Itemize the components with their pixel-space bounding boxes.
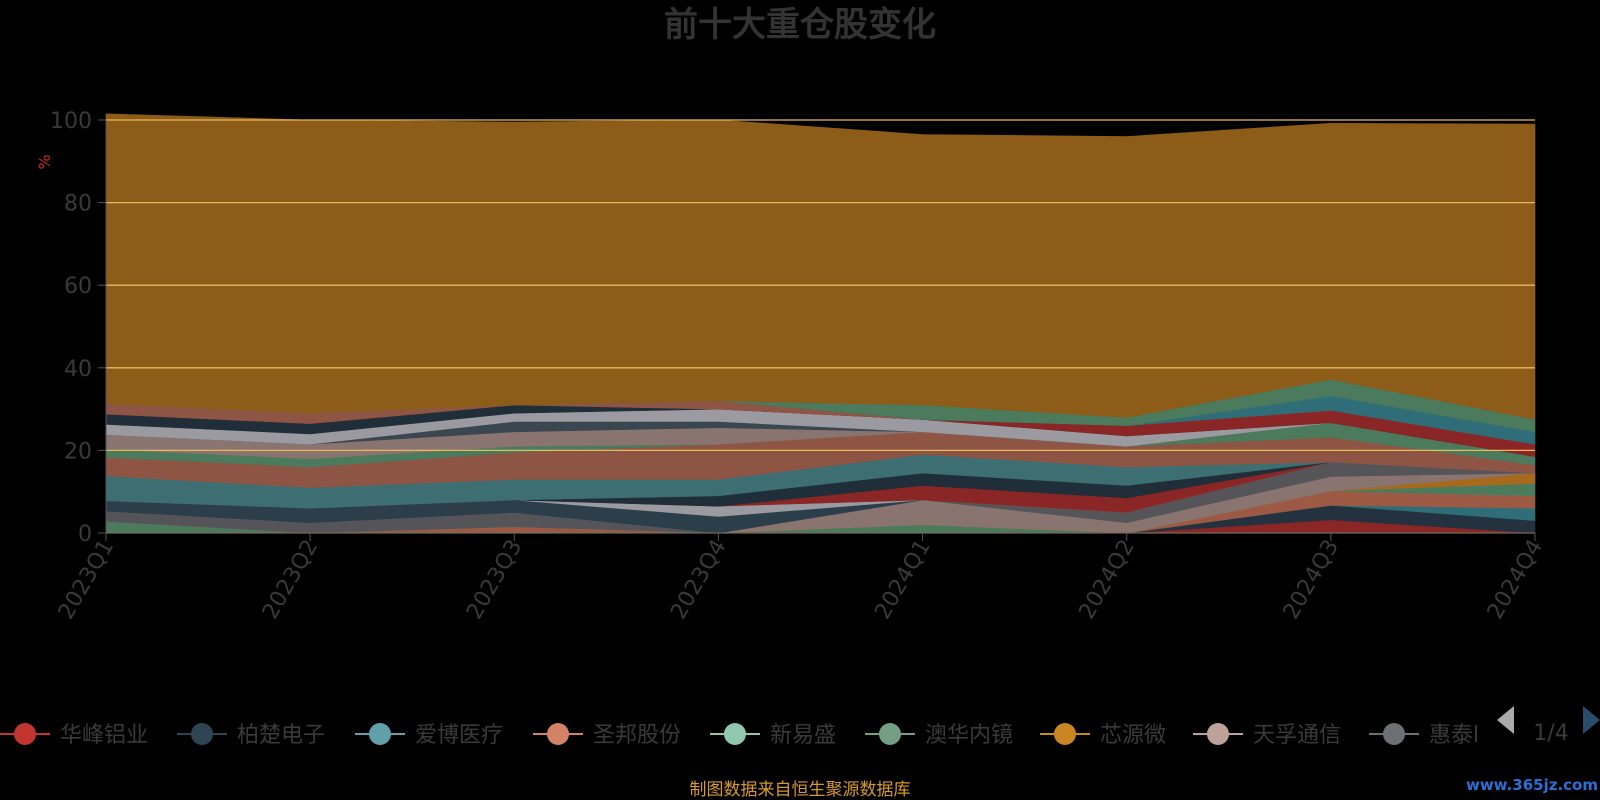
x-tick-label-3: 2023Q4 (666, 536, 731, 624)
legend-item-4[interactable]: 新易盛 (710, 723, 836, 748)
x-tick-label-7: 2024Q4 (1483, 536, 1548, 624)
legend-label: 新易盛 (770, 723, 836, 748)
y-axis-label: % (35, 154, 54, 169)
watermark: www.365jz.com (1466, 776, 1598, 794)
legend-item-0[interactable]: 华峰铝业 (0, 723, 148, 748)
legend-label: 芯源微 (1100, 723, 1166, 748)
x-tick-label-1: 2023Q2 (258, 536, 323, 624)
legend-item-2[interactable]: 爱博医疗 (355, 723, 503, 748)
legend: 华峰铝业 柏楚电子 爱博医疗 圣邦股份 新易盛 澳华内镜 芯源微 天孚通信 惠泰l (0, 723, 1479, 748)
y-tick-label-0: 0 (78, 522, 92, 547)
chart-title: 前十大重仓股变化 (664, 5, 936, 45)
axes (105, 120, 1535, 534)
legend-label: 华峰铝业 (60, 723, 148, 748)
legend-next-icon[interactable] (1583, 706, 1600, 734)
y-tick-label-4: 80 (64, 192, 92, 217)
y-tick-label-5: 100 (50, 109, 92, 134)
legend-page-indicator: 1/4 (1533, 721, 1568, 746)
legend-label: 圣邦股份 (593, 723, 681, 748)
legend-marker-icon (191, 723, 213, 745)
area-series-group (105, 113, 1536, 534)
legend-marker-icon (1383, 723, 1405, 745)
legend-item-5[interactable]: 澳华内镜 (865, 723, 1013, 748)
legend-pager: 1/4 (1497, 706, 1600, 746)
legend-marker-icon (369, 723, 391, 745)
x-tick-label-0: 2023Q1 (54, 536, 119, 624)
legend-marker-icon (879, 723, 901, 745)
legend-label: 澳华内镜 (925, 723, 1013, 748)
y-tick-label-3: 60 (64, 274, 92, 299)
legend-item-8[interactable]: 惠泰l (1369, 723, 1479, 748)
y-axis-ticks: 0 20 40 60 80 100 (50, 109, 106, 547)
x-tick-label-6: 2024Q3 (1279, 536, 1344, 624)
legend-marker-icon (724, 723, 746, 745)
legend-label: 天孚通信 (1253, 723, 1341, 748)
x-tick-label-2: 2023Q3 (462, 536, 527, 624)
legend-label: 惠泰l (1429, 723, 1479, 748)
legend-marker-icon (1207, 723, 1229, 745)
legend-marker-icon (547, 723, 569, 745)
data-source-note: 制图数据来自恒生聚源数据库 (690, 780, 911, 800)
legend-item-1[interactable]: 柏楚电子 (177, 723, 325, 748)
legend-label: 爱博医疗 (415, 723, 503, 748)
legend-item-6[interactable]: 芯源微 (1040, 723, 1166, 748)
x-axis-ticks: 2023Q1 2023Q2 2023Q3 2023Q4 2024Q1 2024Q2 2024… (54, 533, 1548, 624)
legend-marker-icon (1054, 723, 1076, 745)
area-series-24 (105, 113, 1536, 420)
legend-item-7[interactable]: 天孚通信 (1193, 723, 1341, 748)
y-tick-label-1: 20 (64, 439, 92, 464)
y-tick-label-2: 40 (64, 357, 92, 382)
x-tick-label-4: 2024Q1 (870, 536, 935, 624)
legend-prev-icon[interactable] (1497, 706, 1514, 734)
legend-label: 柏楚电子 (237, 723, 325, 748)
x-tick-label-5: 2024Q2 (1075, 536, 1140, 624)
legend-item-3[interactable]: 圣邦股份 (533, 723, 681, 748)
legend-marker-icon (14, 723, 36, 745)
